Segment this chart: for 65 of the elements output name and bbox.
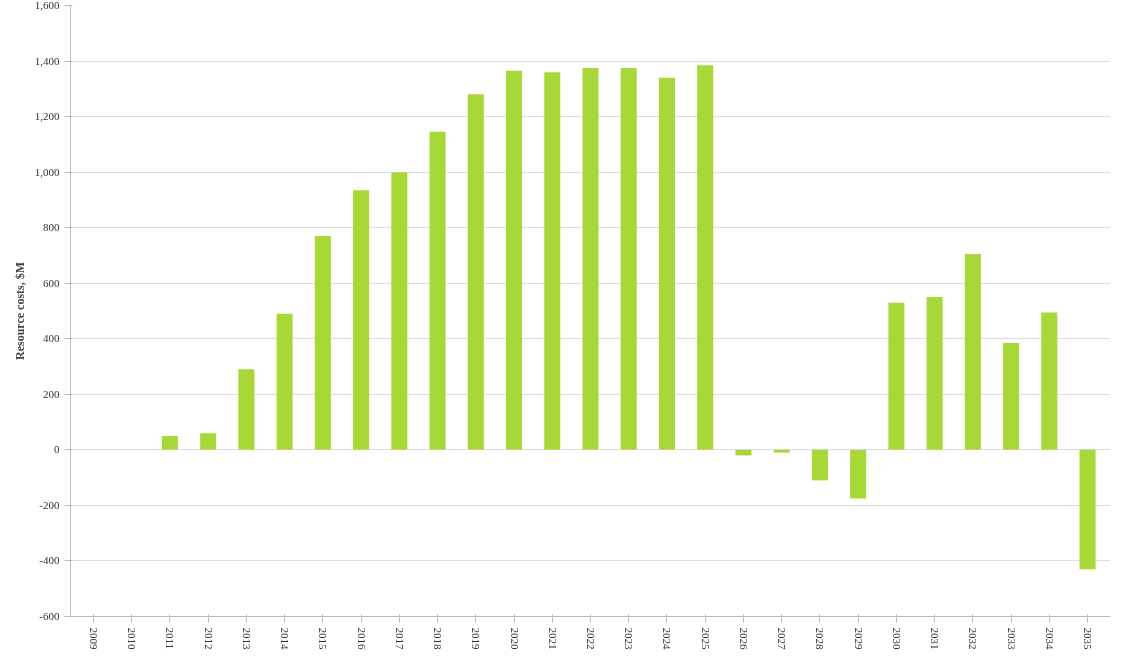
bar	[964, 254, 981, 450]
bar	[1079, 449, 1096, 570]
x-tick-label: 2031	[929, 627, 942, 650]
y-tick-label: 600	[43, 276, 60, 289]
x-tick-label: 2025	[699, 627, 712, 650]
y-tick-label: -200	[39, 498, 60, 511]
bar	[620, 67, 637, 450]
bar	[200, 433, 217, 450]
x-tick-label: 2012	[202, 627, 215, 650]
x-tick-label: 2035	[1082, 627, 1095, 650]
bar	[1041, 312, 1058, 450]
bar	[467, 94, 484, 450]
x-tick-label: 2030	[890, 627, 903, 650]
x-tick-label: 2010	[126, 627, 139, 650]
y-tick-label: 200	[43, 387, 60, 400]
y-tick-label: 1,600	[34, 0, 60, 11]
x-tick-label: 2033	[1005, 627, 1018, 650]
y-tick-label: 400	[43, 332, 60, 345]
y-tick-label: 1,400	[34, 54, 60, 67]
x-tick-label: 2023	[623, 627, 636, 650]
x-tick-label: 2029	[852, 627, 865, 650]
x-tick-label: 2019	[470, 627, 483, 650]
y-tick-label: -600	[39, 610, 60, 622]
bar	[1003, 342, 1020, 450]
y-tick-label: 800	[43, 221, 60, 234]
bar	[811, 449, 828, 481]
x-tick-label: 2026	[737, 627, 750, 650]
x-tick-label: 2027	[776, 627, 789, 650]
bar	[238, 369, 255, 450]
y-axis-title: Resource costs, $M	[12, 261, 27, 361]
bar	[391, 172, 408, 450]
x-tick-label: 2034	[1043, 627, 1056, 650]
x-tick-label: 2014	[279, 627, 292, 650]
x-tick-label: 2011	[164, 627, 177, 650]
bar	[544, 72, 561, 450]
x-tick-label: 2009	[87, 627, 100, 650]
bar	[658, 77, 675, 450]
x-tick-label: 2016	[355, 627, 368, 650]
x-tick-label: 2022	[585, 627, 597, 650]
bar	[735, 449, 752, 456]
x-tick-label: 2017	[393, 627, 406, 650]
y-tick-label: 1,200	[34, 110, 60, 123]
x-tick-label: 2024	[661, 627, 674, 650]
x-tick-label: 2015	[317, 627, 330, 650]
y-tick-label: 0	[54, 443, 60, 456]
x-tick-label: 2013	[240, 627, 253, 650]
x-tick-label: 2018	[432, 627, 445, 650]
bar	[773, 449, 790, 453]
bar	[697, 65, 714, 450]
y-tick-label: -400	[39, 554, 60, 567]
bar	[506, 70, 523, 450]
x-tick-label: 2020	[508, 627, 521, 650]
bar	[429, 131, 446, 450]
x-tick-label: 2032	[967, 627, 980, 650]
bar	[888, 302, 905, 450]
x-tick-label: 2028	[814, 627, 827, 650]
bar	[582, 67, 599, 450]
bar	[314, 236, 331, 450]
x-tick-label: 2021	[546, 627, 559, 650]
bar	[850, 449, 867, 499]
bar	[353, 190, 370, 450]
y-tick-label: 1,000	[34, 165, 60, 178]
bar	[926, 297, 943, 450]
bar	[276, 313, 293, 450]
bar	[161, 435, 178, 450]
